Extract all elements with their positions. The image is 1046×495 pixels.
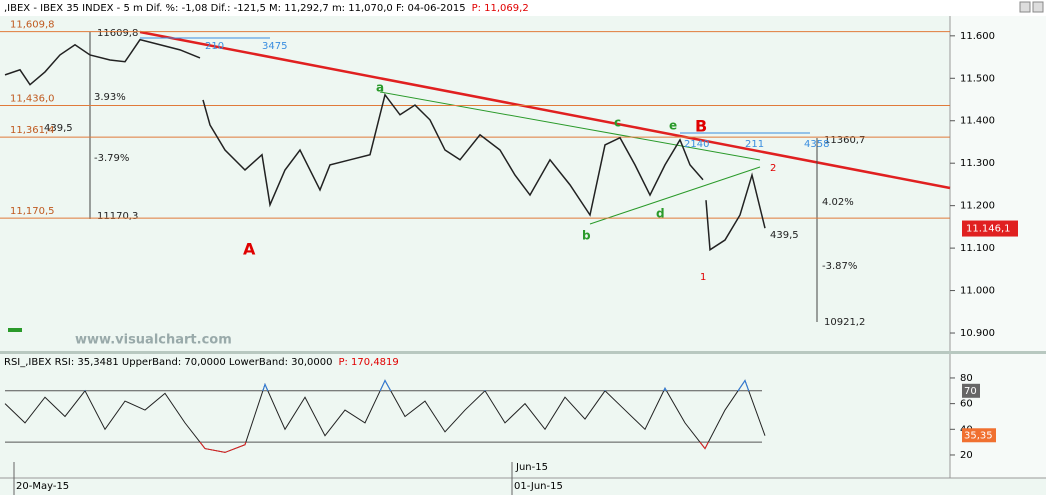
annotation: 439,5: [770, 230, 799, 241]
y-tick-label: 11.600: [960, 31, 995, 42]
annotation: 11170,3: [97, 211, 138, 222]
level-label: 11,361,4: [10, 125, 55, 136]
marker-icon: [8, 328, 22, 332]
wave-label: d: [656, 207, 665, 221]
rsi-header: RSI_,IBEX RSI: 35,3481 UpperBand: 70,000…: [4, 357, 399, 368]
rsi-overbought: [84, 379, 750, 391]
header-text: ,IBEX - IBEX 35 INDEX - 5 m Dif. %: -1,0…: [4, 3, 466, 14]
annotation: 3475: [262, 41, 287, 52]
triangle-line: [379, 91, 761, 161]
y-tick-label: 11.200: [960, 201, 995, 212]
wave-label: 2: [770, 163, 776, 174]
wave-label: a: [376, 81, 384, 95]
value-tag: [962, 428, 996, 443]
wave-label: c: [614, 116, 621, 130]
date-label: Jun-15: [515, 462, 548, 473]
window-button[interactable]: [1019, 1, 1031, 13]
annotation: -3.79%: [94, 153, 129, 164]
header: ,IBEX - IBEX 35 INDEX - 5 m Dif. %: -1,0…: [4, 3, 529, 14]
value-tag: [962, 383, 980, 398]
wave-label: b: [582, 229, 591, 243]
value-tag-label: 35,35: [964, 430, 993, 441]
price-line: [4, 38, 766, 252]
window-button[interactable]: [1032, 1, 1044, 13]
y-tick-label: 10.900: [960, 328, 995, 339]
y-tick-label: 60: [960, 399, 973, 410]
header-price: P: 11,069,2: [472, 3, 529, 14]
wave-label: e: [669, 119, 677, 133]
header-bar: [0, 0, 1046, 16]
axis-area: [950, 16, 1046, 478]
y-tick-label: 20: [960, 450, 973, 461]
annotation: 210: [205, 41, 224, 52]
wave-label: A: [243, 240, 256, 259]
annotation: 11360,7: [824, 135, 865, 146]
annotation: 11609,8: [97, 28, 138, 39]
last-price-tag: [962, 220, 1018, 237]
y-tick-label: 80: [960, 373, 973, 384]
rsi-title: RSI_,IBEX RSI: 35,3481 UpperBand: 70,000…: [4, 357, 332, 368]
annotations: 11609,8 3475 210 3.93% 439,5 -3.79% 1117…: [44, 28, 865, 328]
y-tick-label: 11.400: [960, 116, 995, 127]
y-tick-label: 11.500: [960, 73, 995, 84]
last-price-label: 11.146,1: [966, 224, 1011, 235]
annotation: -3.87%: [822, 261, 857, 272]
annotation: 211: [745, 139, 764, 150]
date-label: 20-May-15: [16, 481, 69, 492]
y-tick-label: 11.300: [960, 158, 995, 169]
level-label: 11,436,0: [10, 93, 55, 104]
y-tick-label: 11.100: [960, 243, 995, 254]
wave-label: 1: [700, 272, 706, 283]
trend-line: [139, 30, 951, 190]
annotation: 4358: [804, 139, 829, 150]
panel-separator: [0, 351, 1046, 354]
watermark: www.visualchart.com: [75, 333, 232, 348]
wave-label: B: [695, 117, 707, 136]
y-tick-label: 11.000: [960, 286, 995, 297]
annotation: 2140: [684, 139, 709, 150]
annotation: 4.02%: [822, 197, 854, 208]
annotation: 3.93%: [94, 92, 126, 103]
annotation: 10921,2: [824, 317, 865, 328]
date-label: 01-Jun-15: [514, 481, 563, 492]
annotation: 439,5: [44, 123, 73, 134]
rsi-price: P: 170,4819: [338, 357, 398, 368]
value-tag-label: 70: [964, 386, 977, 397]
level-label: 11,609,8: [10, 20, 55, 31]
triangle-line: [589, 166, 761, 225]
level-label: 11,170,5: [10, 206, 55, 217]
